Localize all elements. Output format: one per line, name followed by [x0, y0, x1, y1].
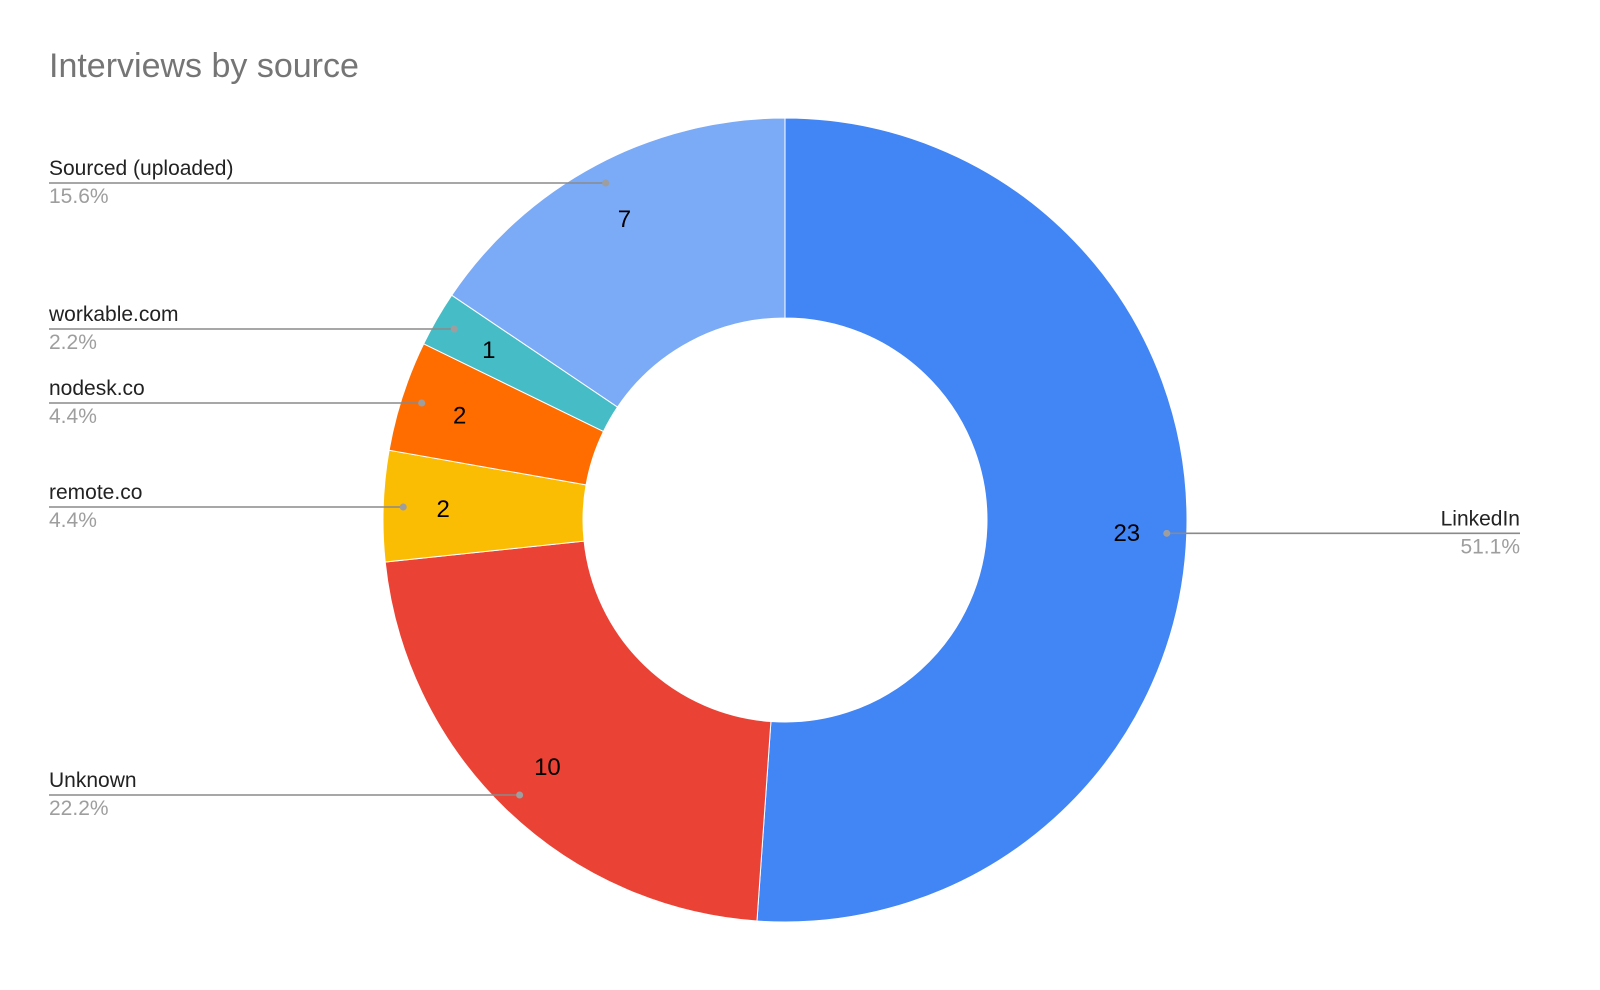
legend: LinkedIn51.1%Unknown22.2%remote.co4.4%no…	[48, 157, 1520, 820]
legend-percent-linkedin: 51.1%	[1460, 535, 1520, 558]
legend-label-nodesk-co: nodesk.co	[49, 377, 145, 400]
legend-label-sourced-uploaded: Sourced (uploaded)	[49, 157, 233, 180]
slice-unknown	[384, 540, 772, 922]
legend-label-linkedin: LinkedIn	[1441, 507, 1520, 530]
slice-sourced-uploaded	[451, 117, 786, 408]
donut-slices	[382, 117, 1188, 923]
slice-value-labels: 23 10 2 2 1 7	[437, 206, 1141, 781]
legend-label-remote-co: remote.co	[49, 481, 142, 504]
value-label-unknown: 10	[534, 754, 561, 781]
legend-percent-unknown: 22.2%	[49, 797, 109, 820]
legend-label-unknown: Unknown	[49, 769, 137, 792]
leader-dot-remote-co	[399, 503, 407, 511]
legend-percent-remote-co: 4.4%	[49, 509, 97, 532]
value-label-sourced-uploaded: 7	[618, 206, 631, 233]
legend-percent-sourced-uploaded: 15.6%	[49, 185, 109, 208]
leader-dot-linkedin	[1163, 529, 1171, 537]
value-label-linkedin: 23	[1113, 520, 1140, 547]
legend-percent-nodesk-co: 4.4%	[49, 405, 97, 428]
leader-dot-sourced-uploaded	[602, 179, 610, 187]
leader-dot-workable-com	[450, 325, 458, 333]
legend-label-workable-com: workable.com	[48, 303, 179, 326]
value-label-remote-co: 2	[437, 496, 450, 523]
value-label-workable-com: 1	[482, 337, 495, 364]
legend-percent-workable-com: 2.2%	[49, 331, 97, 354]
leader-dot-unknown	[516, 791, 524, 799]
chart-title: Interviews by source	[49, 47, 359, 85]
value-label-nodesk-co: 2	[453, 402, 466, 429]
leader-dot-nodesk-co	[418, 399, 426, 407]
slice-linkedin	[756, 117, 1188, 923]
